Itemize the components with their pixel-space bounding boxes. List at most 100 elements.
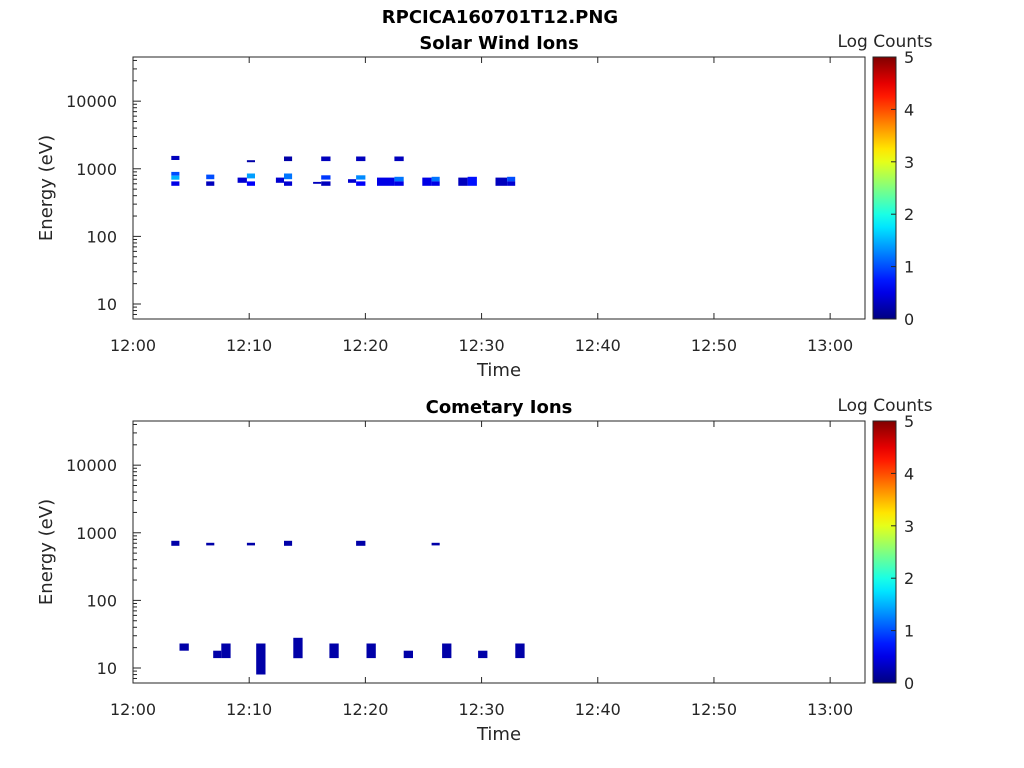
data-cell [171, 181, 180, 186]
colorbar-tick-label: 4 [904, 100, 914, 119]
data-cell [246, 173, 255, 179]
data-cell [507, 181, 516, 186]
data-cell [478, 650, 488, 659]
data-cell [246, 160, 255, 163]
y-tick-label: 10000 [66, 92, 117, 111]
data-cell [171, 175, 180, 180]
x-axis-label: Time [476, 724, 521, 745]
data-cell [213, 650, 222, 659]
data-cell [394, 181, 404, 186]
colorbar-tick-label: 1 [904, 622, 914, 641]
data-cell [394, 156, 404, 162]
x-tick-label: 13:00 [807, 700, 853, 719]
y-tick-label: 1000 [76, 160, 117, 179]
data-cell [321, 156, 331, 162]
data-cell [284, 540, 293, 546]
plot-area [132, 420, 866, 684]
x-tick-label: 12:00 [110, 700, 156, 719]
y-tick-label: 100 [86, 591, 117, 610]
data-cell [458, 177, 468, 186]
colorbar-tick-label: 2 [904, 569, 914, 588]
data-cell [495, 177, 508, 186]
x-tick-label: 12:20 [342, 700, 388, 719]
data-cell [431, 542, 440, 546]
data-cell [206, 181, 215, 186]
data-cell [467, 176, 477, 186]
data-cell [171, 171, 180, 176]
x-tick-label: 12:30 [459, 336, 505, 355]
data-cell [442, 643, 452, 659]
y-axis-label: Energy (eV) [36, 135, 57, 241]
colorbar-tick-label: 4 [904, 464, 914, 483]
data-cell [206, 542, 215, 546]
x-tick-label: 12:50 [691, 700, 737, 719]
colorbar-tick-label: 2 [904, 205, 914, 224]
x-tick-label: 13:00 [807, 336, 853, 355]
data-cell [394, 176, 404, 182]
y-tick-label: 10000 [66, 456, 117, 475]
y-axis-label: Energy (eV) [36, 499, 57, 605]
data-cell [356, 175, 366, 180]
x-tick-label: 12:10 [226, 700, 272, 719]
data-cell [507, 176, 516, 182]
y-tick-label: 1000 [76, 524, 117, 543]
x-tick-label: 12:40 [575, 336, 621, 355]
data-cell [221, 643, 231, 659]
data-cell [431, 176, 440, 182]
data-cell [206, 174, 215, 180]
y-tick-label: 10 [97, 659, 117, 678]
data-cell [515, 643, 525, 659]
figure-title: RPCICA160701T12.PNG [381, 7, 619, 28]
data-cell [313, 181, 322, 184]
data-cell [431, 181, 440, 186]
x-tick-label: 12:40 [575, 700, 621, 719]
data-cell [284, 181, 293, 186]
x-tick-label: 12:10 [226, 336, 272, 355]
data-cell [321, 181, 331, 186]
data-cell [329, 643, 339, 659]
data-cell [422, 177, 432, 186]
data-cell [246, 181, 255, 186]
data-cell [356, 540, 366, 546]
colorbar-tick-label: 5 [904, 412, 914, 431]
x-tick-label: 12:50 [691, 336, 737, 355]
data-cell [246, 542, 255, 546]
y-tick-label: 10 [97, 295, 117, 314]
plot-area [132, 56, 866, 320]
colorbar-label: Log Counts [837, 32, 932, 52]
data-cell [171, 155, 180, 160]
data-cell [275, 177, 284, 183]
data-cell [171, 540, 180, 546]
x-tick-label: 12:20 [342, 336, 388, 355]
colorbar [872, 56, 897, 320]
data-cell [284, 156, 293, 162]
colorbar [872, 420, 897, 684]
data-cell [356, 156, 366, 162]
colorbar-tick-label: 0 [904, 674, 914, 693]
data-cell [179, 643, 189, 651]
data-cell [284, 173, 293, 180]
data-cell [356, 181, 366, 186]
panel-title: Solar Wind Ions [419, 33, 578, 54]
x-axis-label: Time [476, 360, 521, 381]
panel-title: Cometary Ions [426, 397, 573, 418]
colorbar-tick-label: 0 [904, 310, 914, 329]
colorbar-tick-label: 1 [904, 258, 914, 277]
data-cell [366, 643, 376, 659]
x-tick-label: 12:00 [110, 336, 156, 355]
y-tick-label: 100 [86, 227, 117, 246]
colorbar-tick-label: 3 [904, 153, 914, 172]
data-cell [348, 179, 357, 183]
data-cell [403, 650, 413, 659]
colorbar-label: Log Counts [837, 396, 932, 416]
colorbar-tick-label: 5 [904, 48, 914, 67]
data-cell [256, 643, 266, 675]
colorbar-tick-label: 3 [904, 517, 914, 536]
data-cell [237, 177, 247, 183]
data-cell [293, 637, 303, 659]
x-tick-label: 12:30 [459, 700, 505, 719]
data-cell [321, 175, 331, 180]
data-cell [377, 177, 395, 186]
